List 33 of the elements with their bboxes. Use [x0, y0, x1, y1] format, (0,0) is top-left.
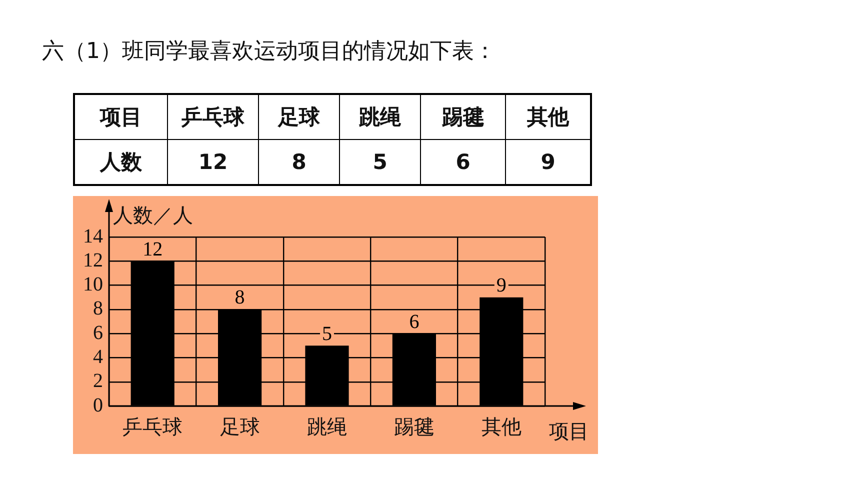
text: 人数 — [74, 140, 168, 185]
category-label: 足球 — [258, 94, 340, 140]
category-label: 乒乓球 — [168, 94, 258, 140]
data-label: 9 — [496, 274, 506, 297]
y-tick-label: 8 — [93, 298, 103, 320]
category-label: 踢毽 — [420, 94, 506, 140]
x-tick-label: 跳绳 — [307, 416, 347, 438]
data-label: 5 — [322, 322, 332, 345]
y-axis-title: 人数／人 — [113, 204, 193, 229]
x-tick-label: 踢毽 — [394, 416, 434, 438]
data-label: 5 — [340, 140, 420, 185]
data-label: 9 — [506, 140, 591, 185]
text: 六（1）班同学最喜欢运动项目的情况如下表： — [42, 38, 496, 66]
category-label: 跳绳 — [340, 94, 420, 140]
x-tick-label: 足球 — [220, 416, 260, 438]
y-tick-label: 10 — [83, 274, 103, 296]
y-tick-label: 4 — [93, 346, 103, 368]
data-label: 8 — [258, 140, 340, 185]
x-axis-title: 项目 — [549, 420, 589, 445]
y-tick-label: 0 — [93, 394, 103, 416]
category-label: 其他 — [506, 94, 591, 140]
y-tick-label: 12 — [83, 249, 103, 272]
text: 项目 — [74, 94, 168, 140]
x-tick-label: 乒乓球 — [122, 416, 183, 438]
y-tick-label: 14 — [83, 225, 103, 248]
data-label: 8 — [234, 286, 245, 309]
data-label: 6 — [409, 310, 420, 333]
y-tick-label: 6 — [93, 322, 103, 344]
data-label: 12 — [142, 238, 163, 260]
data-label: 6 — [420, 140, 506, 185]
x-tick-label: 其他 — [481, 416, 522, 438]
data-label: 12 — [168, 140, 258, 185]
y-tick-label: 2 — [93, 370, 103, 392]
